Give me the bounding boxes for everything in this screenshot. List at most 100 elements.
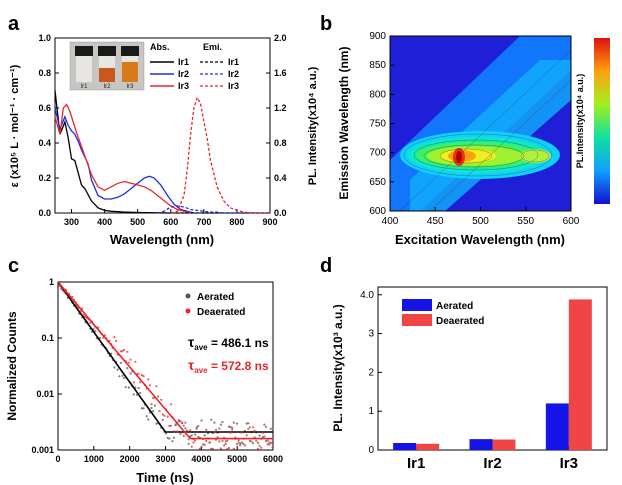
point-aerated [187, 442, 190, 445]
ytick-label-a-left: 1.0 [38, 33, 51, 43]
point-deaerated [239, 444, 242, 447]
ytick-label-b: 850 [369, 60, 386, 71]
xtick-label-c: 1000 [84, 454, 104, 464]
ytick-label-d: 3 [368, 329, 374, 340]
ytick-label-c: 0.001 [31, 445, 54, 455]
point-deaerated [263, 435, 266, 438]
series-lines-a [54, 90, 270, 214]
ytick-label-d: 0 [368, 445, 374, 456]
point-aerated [179, 420, 182, 423]
point-aerated [239, 442, 242, 445]
ytick-label-a-right: 1.6 [274, 68, 287, 78]
point-deaerated [150, 403, 153, 406]
point-deaerated [147, 378, 150, 381]
legend-a: Abs. Emi. Ir1 Ir2 Ir3 Ir1 Ir2 Ir3 [150, 42, 239, 91]
point-aerated [137, 386, 140, 390]
bar-ir2-deaerated [492, 439, 516, 450]
point-deaerated [174, 423, 177, 426]
ytick-label-a-right: 1.2 [274, 103, 287, 113]
ytick-label-a-right: 2.0 [274, 33, 287, 43]
point-deaerated [268, 441, 271, 444]
xlabel-b: Excitation Wavelength (nm) [395, 232, 565, 247]
point-aerated [219, 423, 222, 426]
point-deaerated [168, 424, 171, 427]
point-deaerated [260, 446, 263, 449]
ytick-label-a-left: 0.2 [38, 173, 51, 183]
bar-ir3-deaerated [568, 299, 592, 450]
colorbar-label: PL.Intensity(x10⁴ a.u.) [575, 74, 585, 168]
inset-photo: Ir1 Ir2 Ir3 [69, 41, 145, 91]
xtick-label-c: 4000 [191, 454, 211, 464]
ytick-label-d: 1 [368, 406, 374, 417]
point-deaerated [185, 431, 189, 434]
point-deaerated [218, 427, 221, 430]
point-deaerated [203, 443, 206, 446]
xlabel-c: Time (ns) [136, 470, 194, 485]
xtick-label-b: 600 [563, 216, 580, 227]
ytick-label-a-left: 0.8 [38, 68, 51, 78]
point-aerated [184, 427, 187, 430]
ytick-label-a-right: 0.8 [274, 138, 287, 148]
svg-text:τave = 486.1 ns: τave = 486.1 ns [188, 334, 269, 352]
ytick-label-a-left: 0.6 [38, 103, 51, 113]
point-aerated [235, 422, 239, 425]
axis-ticks-c: 0 1000 2000 3000 4000 5000 6000 1 0.1 0.01 0.001 [31, 277, 283, 464]
point-aerated [164, 432, 168, 435]
point-aerated [214, 428, 218, 431]
point-aerated [263, 423, 266, 426]
point-deaerated [137, 372, 140, 375]
ylabel-d: PL. Intensity(x10³ a.u.) [331, 304, 345, 431]
point-deaerated [142, 375, 145, 378]
panel-label-d: d [320, 255, 332, 277]
point-deaerated [173, 430, 176, 433]
point-aerated [240, 441, 243, 444]
legend-header-abs: Abs. [150, 42, 170, 52]
point-deaerated [155, 385, 158, 388]
ytick-label-c: 1 [49, 277, 54, 287]
xtick-label-b: 400 [382, 216, 399, 227]
tau-deaerated-value: = 572.8 ns [208, 359, 269, 373]
point-deaerated [198, 447, 201, 450]
inset-label-ir2: Ir2 [103, 84, 111, 90]
xlabel-a: Wavelength (nm) [110, 232, 214, 247]
point-aerated [205, 428, 208, 431]
xtick-label-c: 6000 [263, 454, 283, 464]
line-ir1-abs [54, 90, 171, 214]
ytick-label-b: 900 [369, 31, 386, 42]
point-deaerated [197, 435, 200, 438]
point-deaerated [160, 398, 163, 401]
xtick-label-a: 300 [64, 217, 79, 227]
ylabel-c: Normalized Counts [5, 311, 19, 421]
point-aerated [252, 442, 255, 445]
point-aerated [197, 424, 200, 428]
point-aerated [224, 442, 227, 445]
point-deaerated [163, 414, 166, 417]
xtick-label-a: 600 [163, 217, 178, 227]
point-deaerated [237, 441, 240, 444]
line-ir3-emi [170, 95, 270, 214]
ylabel-b: Emission Wavelength (nm) [337, 47, 351, 200]
point-deaerated [152, 396, 155, 400]
point-deaerated [121, 350, 124, 353]
ytick-label-d: 2 [368, 367, 374, 378]
point-deaerated [205, 439, 208, 443]
point-deaerated [115, 340, 118, 343]
point-aerated [185, 429, 189, 432]
point-deaerated [190, 445, 193, 448]
legend-emi-ir1: Ir1 [228, 57, 239, 67]
point-deaerated [211, 447, 214, 450]
point-deaerated [89, 321, 92, 324]
legend-header-emi: Emi. [203, 42, 222, 52]
line-ir3-abs [54, 103, 191, 214]
point-deaerated [161, 413, 164, 416]
panel-label-b: b [320, 13, 332, 35]
xtick-label-a: 800 [229, 217, 244, 227]
point-aerated [194, 433, 197, 436]
point-aerated [213, 421, 216, 424]
colorbar [594, 38, 610, 204]
point-aerated [218, 440, 221, 443]
point-aerated [140, 407, 143, 410]
xtick-label-b: 450 [427, 216, 444, 227]
heatmap-field [390, 36, 571, 211]
